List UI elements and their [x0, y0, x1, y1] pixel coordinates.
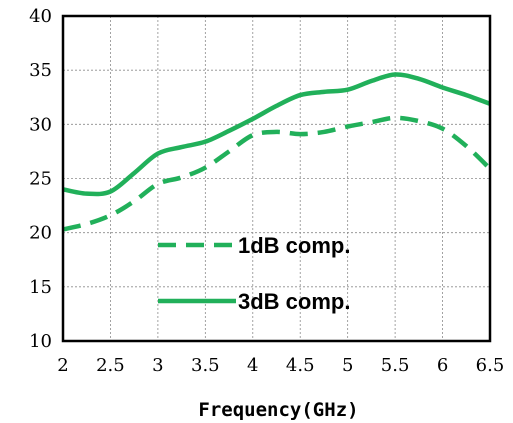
- legend-label: 1dB comp.: [238, 233, 350, 258]
- y-tick-label: 25: [29, 169, 52, 190]
- legend-label: 3dB comp.: [238, 289, 350, 314]
- x-tick-label: 2.5: [96, 355, 125, 376]
- x-tick-label: 2: [57, 355, 68, 376]
- x-tick-label: 6: [437, 355, 448, 376]
- x-tick-label: 4: [247, 355, 258, 376]
- y-tick-label: 20: [29, 223, 52, 244]
- plot-frame: [61, 14, 492, 343]
- y-tick-label: 30: [29, 114, 52, 135]
- x-tick-label: 5.5: [381, 355, 410, 376]
- legend: 1dB comp. 3dB comp.: [158, 233, 350, 314]
- x-tick-label: 3.5: [191, 355, 220, 376]
- series-layer: [62, 72, 492, 232]
- y-tick-label: 10: [29, 331, 52, 352]
- grid: [63, 16, 490, 341]
- x-tick-label: 5: [342, 355, 353, 376]
- y-tick-label: 40: [29, 6, 52, 27]
- series-line-1: [62, 115, 492, 232]
- x-axis-title: Frequency(GHz): [198, 399, 358, 421]
- x-tick-label: 4.5: [286, 355, 315, 376]
- x-tick-label: 6.5: [476, 355, 505, 376]
- x-tick-label: 3: [152, 355, 163, 376]
- tick-labels: 2 2.5 3 3.5 4 4.5 5 5.5 6 6.5 10 15 20 25 30 35 40: [29, 6, 504, 376]
- series-line-2: [62, 72, 491, 197]
- y-tick-label: 15: [29, 277, 52, 298]
- y-tick-label: 35: [29, 60, 52, 81]
